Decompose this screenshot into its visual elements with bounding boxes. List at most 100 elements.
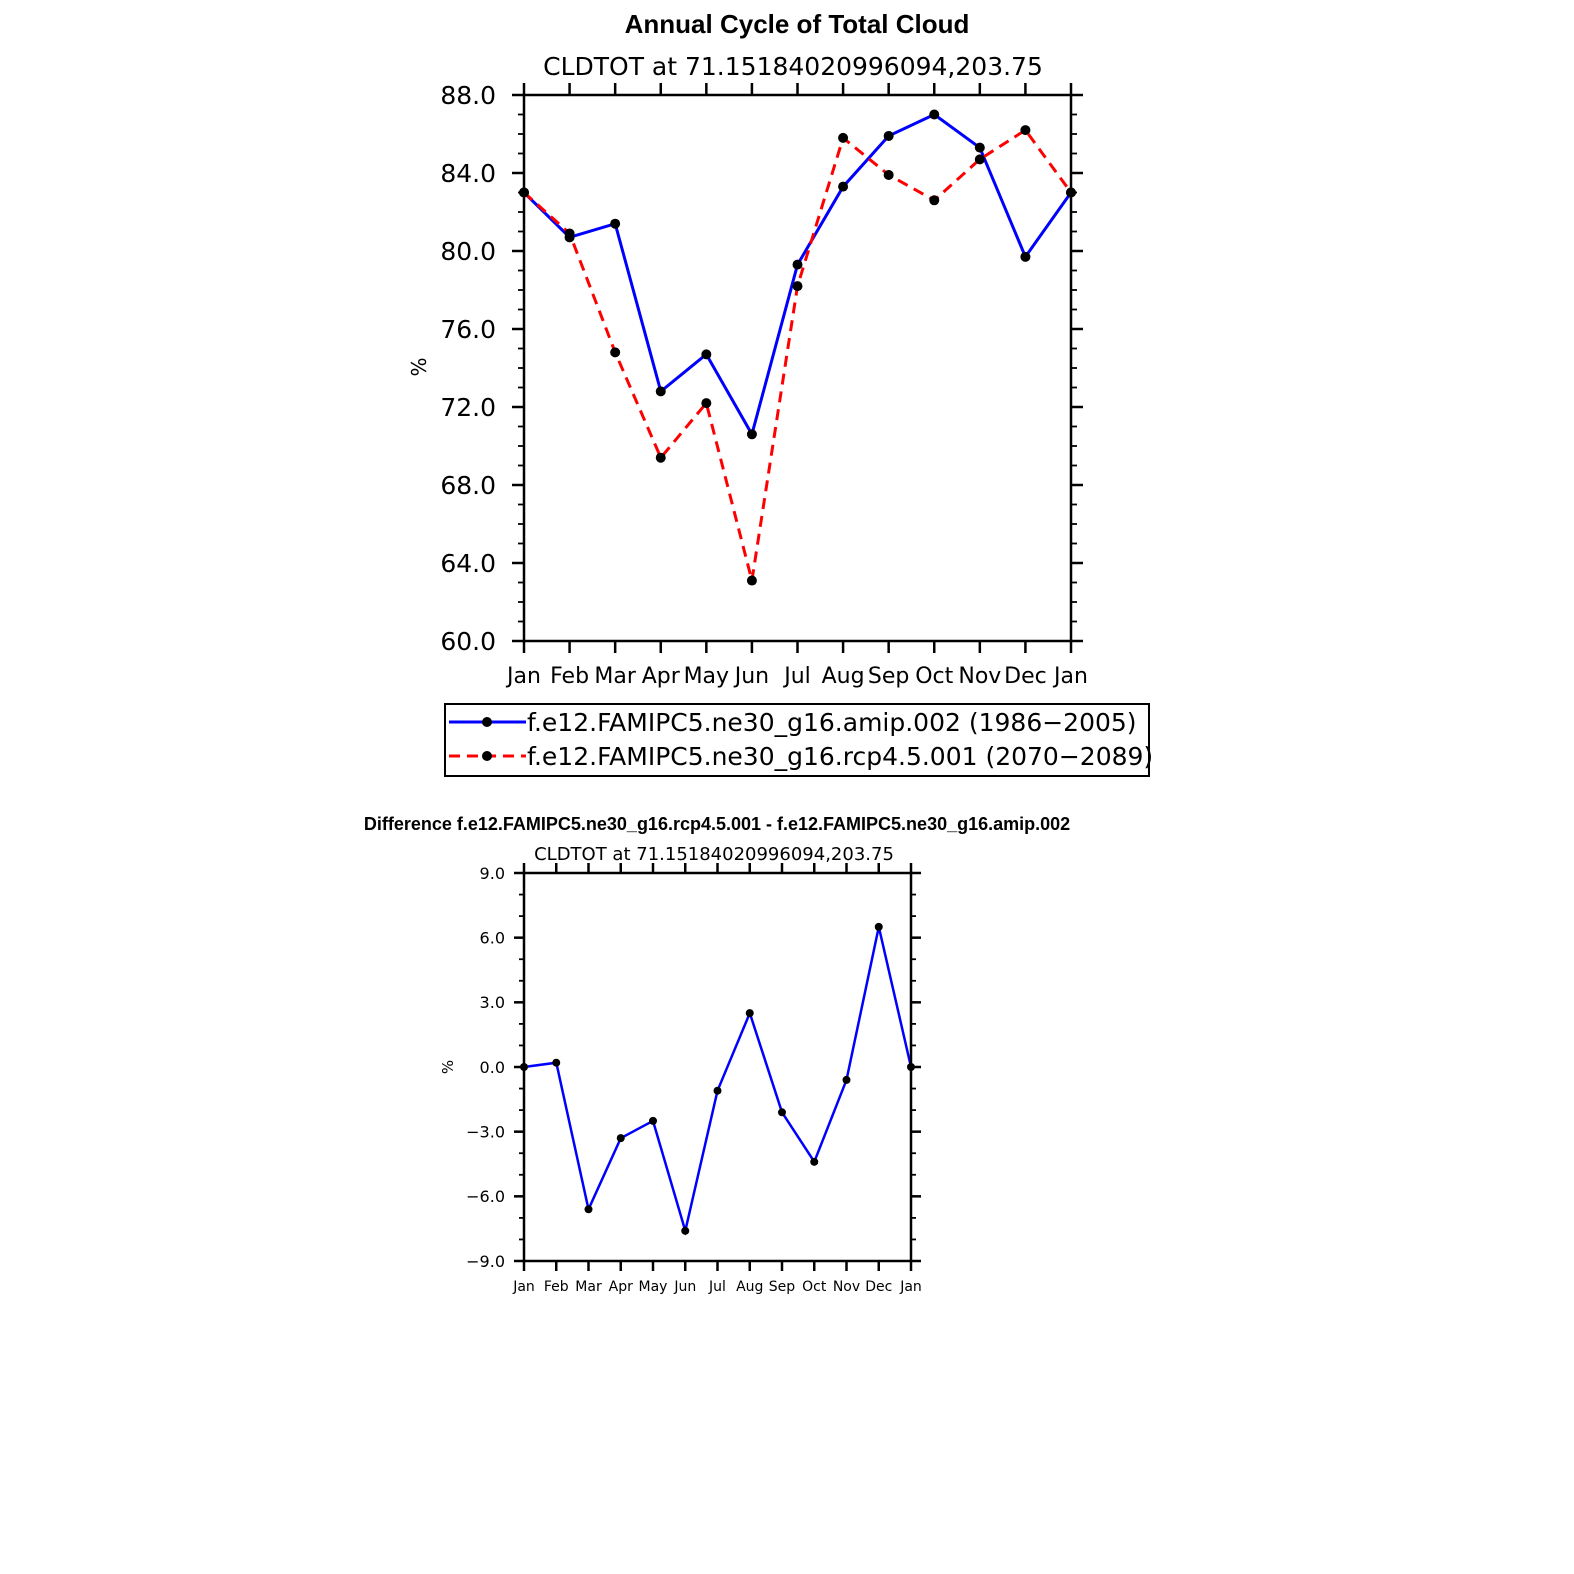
data-point-series-1 xyxy=(778,1108,786,1117)
x-tick-labels: Jan Feb Mar Apr May Jun Jul Aug Sep Oct Nov Dec Jan xyxy=(512,1279,922,1295)
data-point-series-1 xyxy=(681,1226,690,1235)
y-tick-label: 6.0 xyxy=(480,928,505,947)
legend-box xyxy=(444,703,1150,777)
data-point-series-1 xyxy=(713,1086,722,1095)
x-tick-label: Mar xyxy=(575,1279,602,1295)
x-tick-label: Aug xyxy=(822,664,865,689)
data-point-series-1 xyxy=(584,1205,593,1214)
data-point-series-1 xyxy=(649,1116,657,1125)
x-tick-label: Apr xyxy=(642,664,681,689)
series-line-1 xyxy=(522,112,1073,439)
data-point-series-1 xyxy=(746,429,757,440)
major-ticks xyxy=(512,83,1083,653)
x-tick-label: Jun xyxy=(733,664,769,689)
x-tick-label: Jul xyxy=(782,664,811,689)
y-tick-label: 64.0 xyxy=(440,549,496,578)
x-tick-label: Aug xyxy=(736,1279,763,1295)
data-point-series-2 xyxy=(610,347,621,358)
series-line-1 xyxy=(523,926,913,1236)
x-tick-label: May xyxy=(684,664,729,689)
y-tick-label: 72.0 xyxy=(440,393,496,422)
x-tick-label: Apr xyxy=(609,1279,633,1295)
legend: f.e12.FAMIPC5.ne30_g16.amip.002 (1986−20… xyxy=(444,703,1153,777)
x-tick-label: Jan xyxy=(505,664,541,689)
data-point-series-2 xyxy=(1020,125,1031,136)
data-point-series-1 xyxy=(792,259,803,270)
data-point-series-1 xyxy=(610,218,621,229)
chart-title: Difference f.e12.FAMIPC5.ne30_g16.rcp4.5… xyxy=(364,814,1070,834)
x-tick-label: Sep xyxy=(769,1279,796,1295)
y-tick-label: 3.0 xyxy=(480,993,505,1012)
legend-label-rcp: f.e12.FAMIPC5.ne30_g16.rcp4.5.001 (2070−… xyxy=(527,742,1153,771)
y-axis-label: % xyxy=(407,357,431,376)
x-tick-label: Feb xyxy=(550,664,589,689)
data-point-series-1 xyxy=(701,349,712,360)
y-tick-label: −6.0 xyxy=(466,1187,505,1206)
legend-marker-amip xyxy=(482,717,492,727)
x-tick-label: Dec xyxy=(865,1279,892,1295)
y-tick-label: 76.0 xyxy=(440,315,496,344)
y-tick-label: −3.0 xyxy=(466,1122,505,1141)
chart-subtitle: CLDTOT at 71.15184020996094,203.75 xyxy=(534,844,894,865)
x-tick-label: Nov xyxy=(958,664,1001,689)
plot-frame xyxy=(522,871,913,1263)
y-tick-label: 84.0 xyxy=(440,159,496,188)
data-point-series-2 xyxy=(883,169,894,180)
y-tick-label: −9.0 xyxy=(466,1252,505,1271)
x-tick-label: Oct xyxy=(915,664,953,689)
minor-ticks xyxy=(519,872,916,1262)
annual-cycle-chart: Annual Cycle of Total Cloud CLDTOT at 71… xyxy=(407,9,1153,777)
plot-frame xyxy=(522,93,1073,643)
data-point-series-2 xyxy=(564,228,575,239)
data-point-series-2 xyxy=(974,154,985,165)
x-tick-label: Sep xyxy=(868,664,909,689)
x-tick-labels: Jan Feb Mar Apr May Jun Jul Aug Sep Oct Nov Dec Jan xyxy=(505,664,1088,689)
x-tick-label: Dec xyxy=(1004,664,1047,689)
series-lines xyxy=(520,922,915,1236)
legend-label-amip: f.e12.FAMIPC5.ne30_g16.amip.002 (1986−20… xyxy=(527,708,1137,737)
series-line-2 xyxy=(522,128,1073,581)
y-tick-labels: −9.0 −6.0 −3.0 0.0 3.0 6.0 9.0 xyxy=(466,864,505,1271)
data-point-series-1 xyxy=(1020,251,1031,262)
data-point-series-1 xyxy=(929,109,940,120)
data-point-series-2 xyxy=(929,195,940,206)
x-tick-label: Mar xyxy=(594,664,636,689)
chart-subtitle: CLDTOT at 71.15184020996094,203.75 xyxy=(543,52,1043,81)
data-point-series-1 xyxy=(883,130,894,141)
data-point-series-2 xyxy=(792,281,803,292)
x-tick-label: Jun xyxy=(673,1279,696,1295)
y-tick-label: 0.0 xyxy=(480,1058,505,1077)
data-point-series-1 xyxy=(552,1058,561,1067)
x-tick-label: Oct xyxy=(802,1279,827,1295)
y-tick-label: 9.0 xyxy=(480,864,505,883)
data-point-series-1 xyxy=(838,181,849,192)
y-tick-labels: 60.0 64.0 68.0 72.0 76.0 80.0 84.0 88.0 xyxy=(440,81,496,656)
data-point-series-1 xyxy=(810,1157,819,1166)
x-tick-label: Jan xyxy=(1052,664,1088,689)
x-tick-label: May xyxy=(639,1279,668,1295)
x-tick-label: Jan xyxy=(512,1279,535,1295)
x-tick-label: Jan xyxy=(899,1279,922,1295)
difference-chart: Difference f.e12.FAMIPC5.ne30_g16.rcp4.5… xyxy=(364,814,1070,1295)
data-point-series-1 xyxy=(842,1075,851,1084)
series-lines xyxy=(519,109,1076,586)
y-tick-label: 88.0 xyxy=(440,81,496,110)
y-tick-label: 60.0 xyxy=(440,627,496,656)
data-point-series-1 xyxy=(974,142,985,153)
data-point-series-2 xyxy=(746,575,757,586)
chart-title: Annual Cycle of Total Cloud xyxy=(625,9,970,39)
x-tick-label: Jul xyxy=(708,1279,726,1295)
x-tick-label: Nov xyxy=(833,1279,860,1295)
data-point-series-1 xyxy=(874,922,883,931)
data-point-series-2 xyxy=(838,132,849,143)
y-axis-label: % xyxy=(439,1060,457,1074)
data-point-series-2 xyxy=(701,398,712,409)
y-tick-label: 80.0 xyxy=(440,237,496,266)
x-tick-label: Feb xyxy=(544,1279,569,1295)
major-ticks xyxy=(514,863,921,1271)
y-tick-label: 68.0 xyxy=(440,471,496,500)
data-point-series-1 xyxy=(616,1134,625,1143)
data-point-series-1 xyxy=(745,1009,754,1018)
